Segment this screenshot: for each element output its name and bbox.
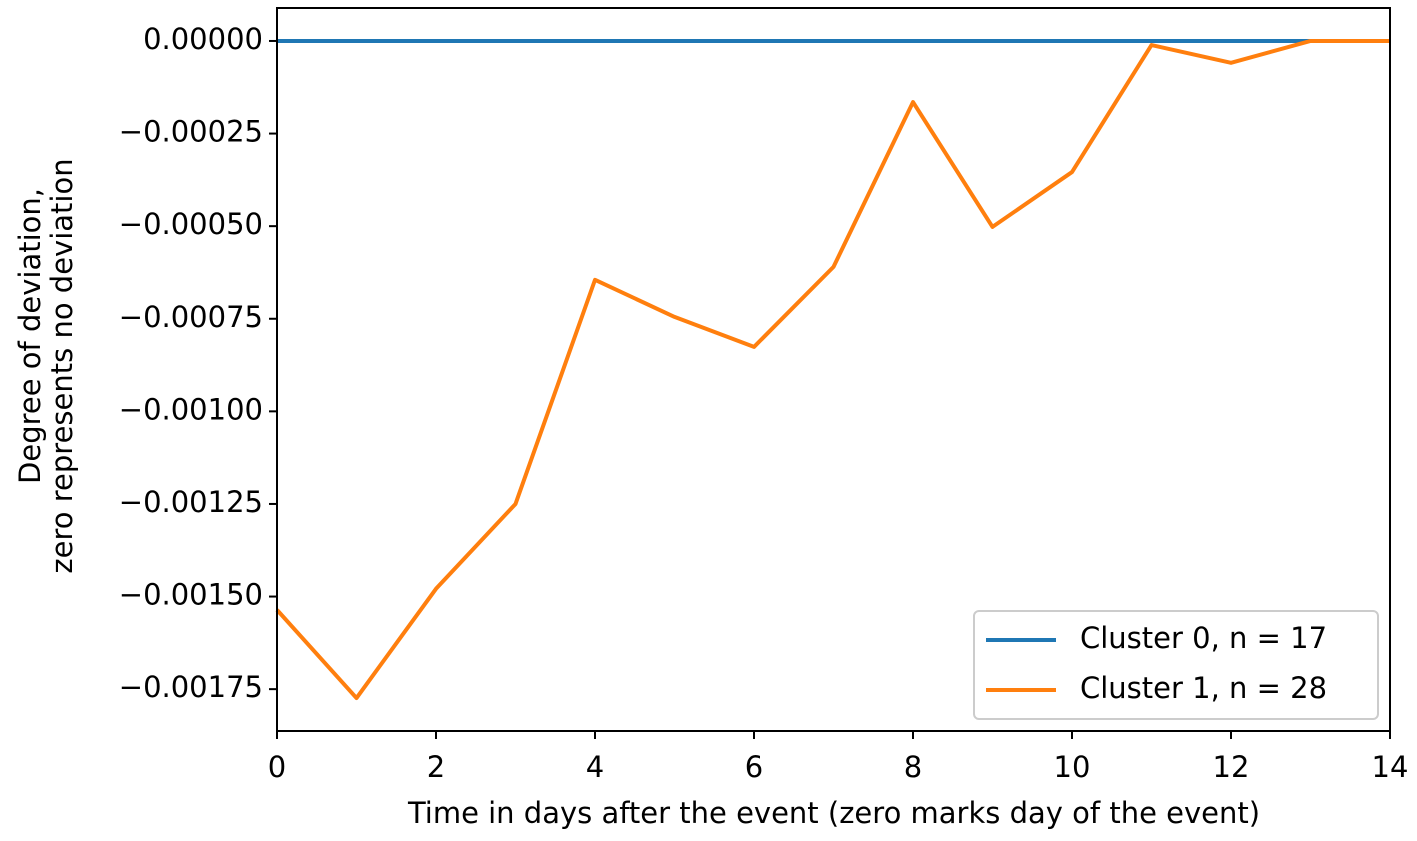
x-tick-label: 0	[268, 750, 286, 784]
y-tick-label: −0.00025	[119, 115, 263, 149]
y-tick-label: −0.00125	[119, 485, 263, 519]
x-tick-label: 12	[1213, 750, 1250, 784]
y-tick-label: −0.00100	[119, 392, 263, 426]
x-tick-label: 14	[1372, 750, 1409, 784]
x-tick-label: 8	[904, 750, 922, 784]
y-tick-label: −0.00075	[119, 300, 263, 334]
x-axis-label: Time in days after the event (zero marks…	[407, 796, 1260, 830]
legend-label: Cluster 1, n = 28	[1080, 671, 1327, 705]
y-tick-label: −0.00050	[119, 207, 263, 241]
x-tick-label: 4	[586, 750, 604, 784]
y-tick-label: 0.00000	[143, 22, 263, 56]
x-tick-label: 10	[1054, 750, 1091, 784]
legend-label: Cluster 0, n = 17	[1080, 621, 1327, 655]
legend-box	[973, 610, 1379, 720]
plot-frame	[276, 7, 1391, 732]
x-tick-label: 6	[745, 750, 763, 784]
y-axis-label: zero represents no deviation	[45, 158, 79, 573]
y-axis-label: Degree of deviation,	[13, 188, 47, 484]
y-tick-label: −0.00150	[119, 578, 263, 612]
y-tick-label: −0.00175	[119, 670, 263, 704]
line-series	[275, 38, 1390, 701]
x-tick-label: 2	[427, 750, 445, 784]
